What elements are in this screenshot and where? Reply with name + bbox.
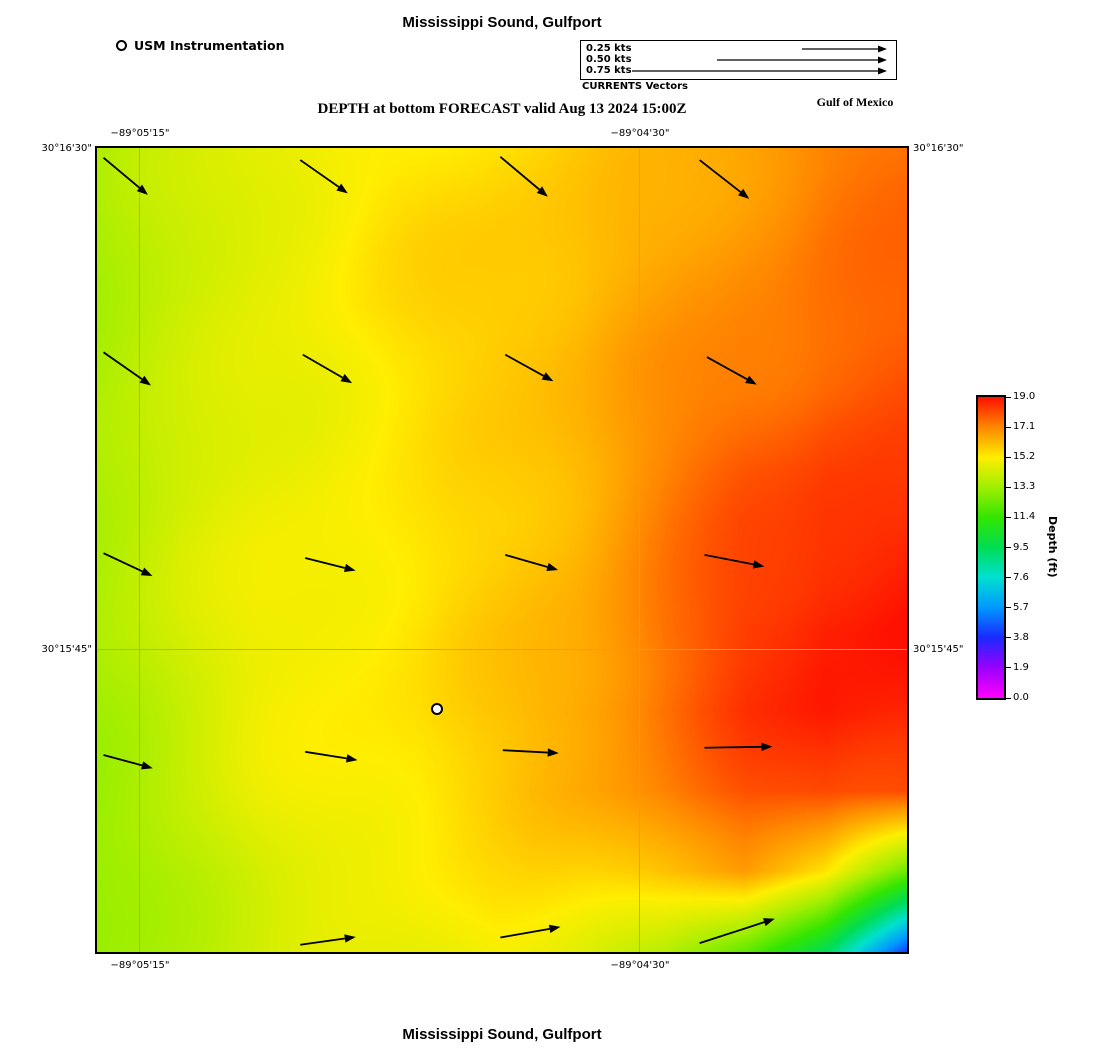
current-vector-shaft [706, 356, 748, 381]
bottom-title: Mississippi Sound, Gulfport [402, 1026, 602, 1043]
colorbar-tick-label: 15.2 [1013, 451, 1036, 463]
current-vector-shaft [304, 557, 346, 569]
current-vector-shaft [499, 156, 541, 191]
graticule-gridlines [97, 148, 907, 952]
gridline-horizontal [97, 649, 907, 651]
current-vector-shaft [103, 552, 143, 573]
colorbar-tick-mark [1006, 396, 1011, 398]
colorbar-tick-mark [1006, 547, 1011, 548]
vector-scale-label-075: 0.75 kts [586, 65, 632, 76]
current-vector-head [139, 375, 151, 386]
colorbar-tick-label: 5.7 [1013, 601, 1029, 613]
current-vector-head [745, 375, 757, 385]
forecast-subtitle: DEPTH at bottom FORECAST valid Aug 13 20… [317, 101, 687, 117]
vector-scale-label-050: 0.50 kts [586, 54, 632, 65]
current-vector-head [878, 45, 887, 53]
current-vector-head [136, 184, 148, 195]
y-tick-label-left-2: 30°15'45" [41, 644, 92, 655]
current-vector-head [343, 563, 356, 573]
colorbar-tick-mark [1006, 486, 1011, 488]
station-legend-icon [116, 40, 127, 51]
current-vector-head [140, 567, 153, 577]
gridline-vertical [639, 148, 641, 952]
heatmap-area [97, 148, 907, 952]
current-vector-head [878, 56, 887, 64]
current-vector-head [738, 188, 750, 199]
y-tick-label-left-1: 30°16'30" [41, 143, 92, 154]
y-tick-label-right-1: 30°16'30" [913, 143, 964, 154]
current-vector-shaft [305, 750, 347, 760]
current-vector-shaft [699, 159, 742, 193]
usm-station-marker [430, 703, 443, 716]
current-vector-shaft [299, 159, 340, 188]
current-vector-head [548, 924, 561, 933]
current-vector-shaft [302, 353, 344, 379]
current-vector-head [547, 748, 559, 757]
depth-heatmap-canvas [97, 148, 907, 952]
current-vector-head [761, 742, 773, 751]
colorbar-tick-mark [1006, 697, 1011, 699]
current-vector-shaft [704, 553, 754, 566]
colorbar-tick-label: 19.0 [1013, 391, 1036, 402]
current-vector-shaft [699, 921, 765, 945]
current-vector-shaft [102, 156, 141, 189]
current-vector-shaft [704, 745, 762, 749]
colorbar-tick-mark [1006, 667, 1011, 669]
y-tick-label-right-2: 30°15'45" [913, 644, 964, 655]
colorbar-tick-mark [1006, 426, 1011, 428]
x-tick-label-top-2: −89°04'30" [610, 128, 670, 139]
current-vector-head [344, 934, 356, 943]
current-vectors-layer [102, 156, 775, 946]
current-vector-head [340, 373, 353, 384]
colorbar-tick-label: 7.6 [1013, 571, 1029, 583]
current-vectors-caption: CURRENTS Vectors [582, 81, 689, 92]
current-vector-shaft [500, 927, 550, 939]
current-vector-shaft [504, 553, 548, 568]
colorbar [976, 395, 1006, 700]
current-vector-shaft [502, 749, 548, 754]
colorbar-axis-label: Depth (ft) [1046, 516, 1059, 578]
colorbar-tick-label: 11.4 [1013, 511, 1036, 523]
page-title: Mississippi Sound, Gulfport [402, 14, 602, 31]
colorbar-tick-label: 1.9 [1013, 661, 1029, 673]
gridline-vertical [139, 148, 141, 952]
x-tick-label-top-1: −89°05'15" [110, 128, 170, 139]
current-vectors-legend: 0.25 kts 0.50 kts 0.75 kts [580, 40, 897, 80]
vector-scale-label-025: 0.25 kts [586, 43, 632, 54]
region-label: Gulf of Mexico [816, 95, 894, 109]
current-vector-shaft [102, 351, 143, 380]
current-vector-shaft [103, 754, 143, 767]
x-tick-label-bottom-1: −89°05'15" [110, 960, 170, 971]
x-tick-label-bottom-2: −89°04'30" [610, 960, 670, 971]
current-vector-head [536, 186, 548, 197]
colorbar-tick-mark [1006, 637, 1011, 639]
colorbar-tick-mark [1006, 577, 1011, 579]
current-vector-head [345, 754, 358, 763]
current-vector-shaft [300, 937, 345, 946]
colorbar-gradient [978, 397, 1004, 698]
current-vector-head [336, 183, 348, 194]
colorbar-tick-mark [1006, 456, 1011, 458]
colorbar-tick-mark [1006, 516, 1011, 518]
colorbar-tick-label: 3.8 [1013, 631, 1029, 643]
current-vector-head [541, 372, 554, 382]
colorbar-tick-mark [1006, 607, 1011, 609]
colorbar-tick-label: 0.0 [1013, 692, 1029, 703]
current-vector-head [546, 562, 559, 571]
current-vector-head [763, 918, 775, 927]
current-vector-head [141, 761, 153, 770]
current-vector-head [878, 67, 887, 75]
colorbar-tick-label: 13.3 [1013, 481, 1036, 493]
current-vector-head [752, 560, 765, 569]
current-vector-shaft [504, 353, 545, 377]
colorbar-tick-label: 17.1 [1013, 421, 1036, 433]
colorbar-tick-label: 9.5 [1013, 541, 1029, 553]
station-legend-label: USM Instrumentation [134, 38, 285, 53]
vector-scale-arrows [632, 45, 887, 75]
map-plot [95, 146, 909, 954]
